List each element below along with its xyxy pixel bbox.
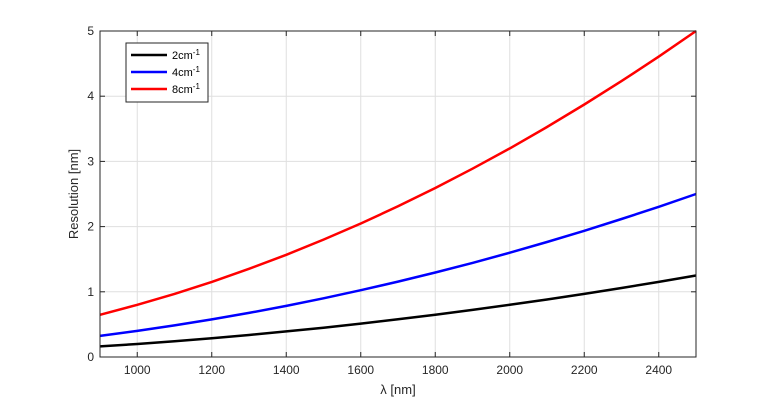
y-tick-label: 5 xyxy=(87,24,94,38)
x-tick-label: 2000 xyxy=(496,363,523,377)
y-tick-label: 0 xyxy=(87,350,94,364)
y-tick-label: 3 xyxy=(87,154,94,168)
x-tick-label: 1400 xyxy=(273,363,300,377)
x-tick-label: 2200 xyxy=(571,363,598,377)
y-tick-label: 4 xyxy=(87,89,94,103)
x-tick-label: 1200 xyxy=(198,363,225,377)
series-layer xyxy=(99,29,697,348)
series-line-3 xyxy=(99,29,697,317)
y-axis-label: Resolution [nm] xyxy=(66,149,81,239)
y-tick-label: 2 xyxy=(87,220,94,234)
x-tick-label: 1800 xyxy=(422,363,449,377)
series-line-2 xyxy=(99,192,697,338)
x-tick-label: 1000 xyxy=(124,363,151,377)
series-line-1 xyxy=(99,274,697,348)
x-tick-label: 2400 xyxy=(645,363,672,377)
x-tick-label: 1600 xyxy=(347,363,374,377)
plot-frame xyxy=(99,30,697,358)
tick-labels: 1000 1200 1400 1600 1800 2000 2200 2400 0 1 2 3 4 5 xyxy=(87,24,696,377)
x-axis-label: λ [nm] xyxy=(380,382,415,397)
y-tick-label: 1 xyxy=(87,285,94,299)
